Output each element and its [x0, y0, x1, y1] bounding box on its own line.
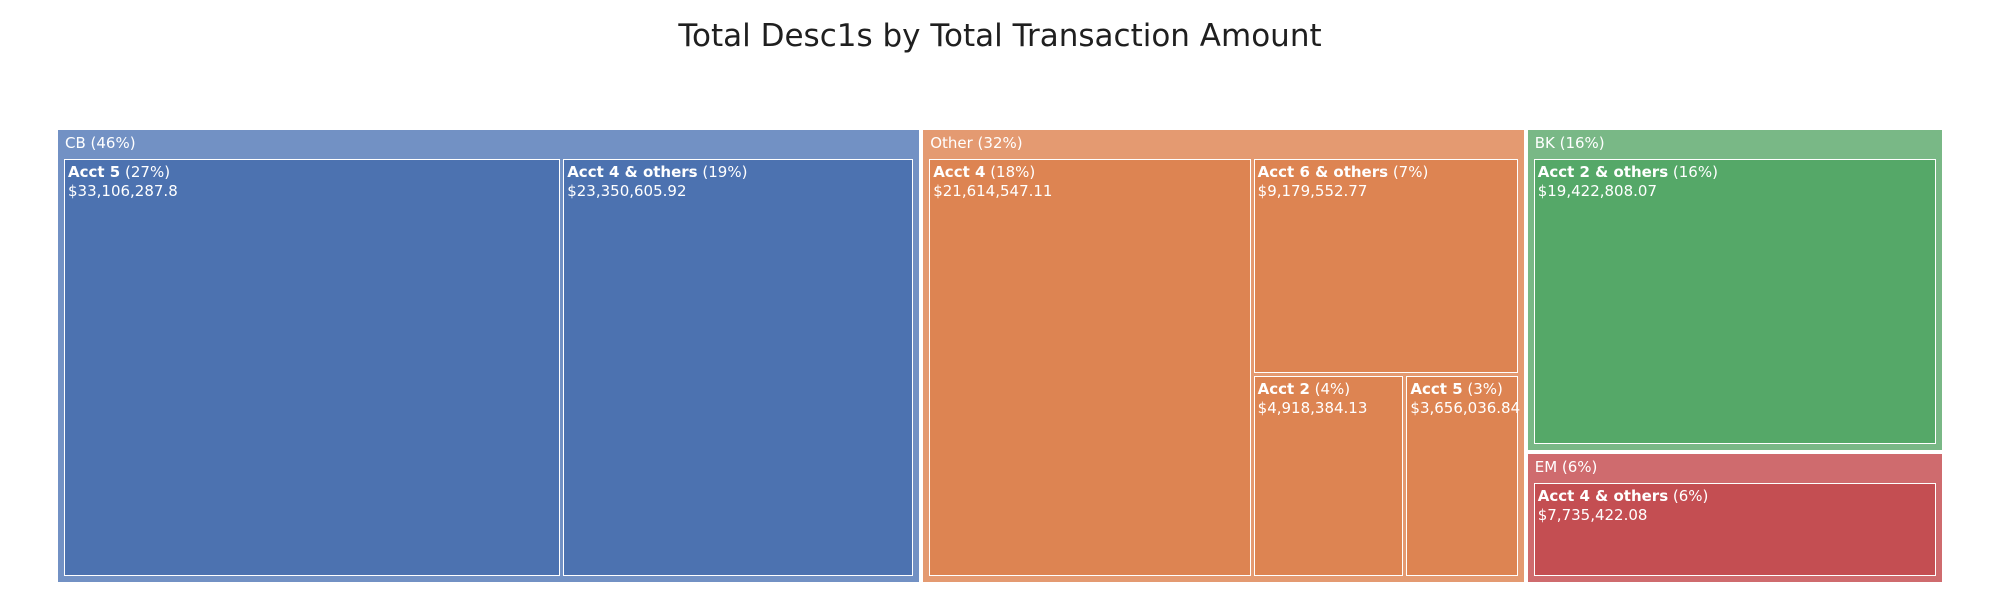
leaf-percent: (4%) — [1309, 380, 1351, 399]
leaf-name: Acct 4 & others — [1537, 487, 1669, 506]
leaf-name: Acct 4 — [933, 163, 986, 181]
leaf-name: Acct 2 & others — [1537, 163, 1669, 181]
leaf-label: Acct 4 & others (19%) $23,350,605.92 — [567, 163, 747, 201]
leaf-label: Acct 6 & others (7%) $9,179,552.77 — [1258, 163, 1429, 201]
treemap-leaf-other-acct-4: Acct 4 (18%) $21,614,547.11 — [929, 159, 1251, 576]
leaf-value: $7,735,422.08 — [1537, 506, 1648, 525]
leaf-value: $9,179,552.77 — [1257, 182, 1368, 200]
treemap-leaf-cb-acct-4-others: Acct 4 & others (19%) $23,350,605.92 — [563, 159, 914, 576]
leaf-value: $33,106,287.8 — [68, 182, 178, 200]
treemap-leaf-bk-acct-2-others: Acct 2 & others (16%) $19,422,808.07 — [1533, 159, 1936, 445]
leaf-name: Acct 6 & others — [1257, 163, 1389, 181]
leaf-label: Acct 5 (27%) $33,106,287.8 — [68, 163, 178, 201]
leaf-title: Acct 4 (18%) — [933, 163, 1052, 182]
leaf-label: Acct 5 (3%) $3,656,036.84 — [1410, 380, 1520, 418]
leaf-title: Acct 4 & others (6%) — [1538, 487, 1709, 506]
leaf-title: Acct 6 & others (7%) — [1258, 163, 1429, 182]
treemap-leaf-cb-acct-5: Acct 5 (27%) $33,106,287.8 — [64, 159, 561, 576]
leaf-name: Acct 5 — [68, 163, 121, 181]
leaf-name: Acct 2 — [1257, 380, 1310, 399]
treemap-leaf-em-acct-4-others: Acct 4 & others (6%) $7,735,422.08 — [1533, 483, 1936, 576]
parent-label-other: Other (32%) — [930, 134, 1023, 152]
leaf-name: Acct 4 & others — [567, 163, 698, 181]
leaf-label: Acct 2 (4%) $4,918,384.13 — [1258, 380, 1368, 418]
leaf-value: $19,422,808.07 — [1537, 182, 1658, 200]
leaf-percent: (7%) — [1388, 163, 1429, 181]
leaf-percent: (19%) — [697, 163, 748, 181]
treemap-leaf-other-acct-5: Acct 5 (3%) $3,656,036.84 — [1406, 376, 1520, 576]
leaf-label: Acct 2 & others (16%) $19,422,808.07 — [1538, 163, 1718, 201]
parent-label-em: EM (6%) — [1534, 458, 1598, 477]
leaf-title: Acct 5 (27%) — [68, 163, 178, 182]
leaf-percent: (27%) — [120, 163, 171, 181]
leaf-title: Acct 2 (4%) — [1258, 380, 1368, 399]
treemap-leaf-other-acct-6-others: Acct 6 & others (7%) $9,179,552.77 — [1253, 159, 1518, 374]
leaf-title: Acct 5 (3%) — [1410, 380, 1520, 399]
leaf-value: $23,350,605.92 — [567, 182, 687, 200]
parent-label-cb: CB (46%) — [65, 134, 136, 152]
leaf-percent: (6%) — [1668, 487, 1709, 506]
leaf-title: Acct 2 & others (16%) — [1538, 163, 1718, 182]
chart-title: Total Desc1s by Total Transaction Amount — [678, 18, 1322, 54]
leaf-value: $4,918,384.13 — [1257, 399, 1368, 418]
leaf-label: Acct 4 & others (6%) $7,735,422.08 — [1538, 487, 1709, 525]
leaf-title: Acct 4 & others (19%) — [567, 163, 747, 182]
leaf-value: $21,614,547.11 — [933, 182, 1053, 200]
leaf-percent: (16%) — [1668, 163, 1718, 181]
leaf-name: Acct 5 — [1410, 380, 1463, 399]
treemap-leaf-other-acct-2: Acct 2 (4%) $4,918,384.13 — [1253, 376, 1404, 576]
leaf-percent: (3%) — [1462, 380, 1503, 399]
leaf-label: Acct 4 (18%) $21,614,547.11 — [933, 163, 1052, 201]
leaf-percent: (18%) — [985, 163, 1036, 181]
parent-label-bk: BK (16%) — [1534, 134, 1605, 152]
leaf-value: $3,656,036.84 — [1410, 399, 1521, 418]
